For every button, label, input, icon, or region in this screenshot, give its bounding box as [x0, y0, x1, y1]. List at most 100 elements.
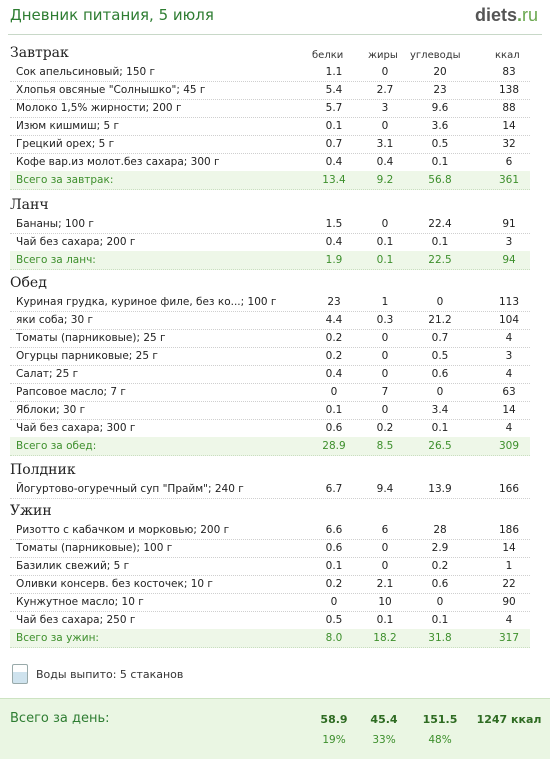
logo-main: diets: [474, 5, 517, 25]
meal-total-label: Всего за обед:: [16, 440, 97, 452]
kcal-value: 104: [498, 314, 520, 326]
meal-total-row: Всего за обед: 28.9 8.5 26.5 309: [10, 437, 530, 456]
food-name: Томаты (парниковые); 100 г: [16, 542, 173, 554]
fat-value: 0.3: [376, 314, 394, 326]
fat-value: 0.2: [376, 422, 394, 434]
day-pct-fat: 33%: [372, 734, 396, 746]
site-logo[interactable]: diets.ru: [475, 5, 538, 26]
carbs-value: 0.6: [431, 368, 449, 380]
carbs-value: 0.5: [431, 350, 449, 362]
food-row[interactable]: Базилик свежий; 5 г 0.1 0 0.2 1: [10, 557, 530, 576]
column-header-protein: белки: [312, 50, 344, 61]
food-row[interactable]: Салат; 25 г 0.4 0 0.6 4: [10, 365, 530, 384]
fat-value: 0: [381, 350, 389, 362]
food-name: Базилик свежий; 5 г: [16, 560, 130, 572]
protein-value: 0.7: [325, 138, 343, 150]
fat-value: 7: [381, 386, 389, 398]
kcal-value: 32: [502, 138, 516, 150]
fat-value: 0: [381, 66, 389, 78]
protein-value: 23: [327, 296, 341, 308]
carbs-value: 22.5: [428, 254, 452, 266]
food-name: Изюм кишмиш; 5 г: [16, 120, 120, 132]
food-name: Салат; 25 г: [16, 368, 79, 380]
food-name: Йогуртово-огуречный суп "Прайм"; 240 г: [16, 483, 244, 495]
food-row[interactable]: Чай без сахара; 300 г 0.6 0.2 0.1 4: [10, 419, 530, 438]
carbs-value: 0.2: [431, 560, 449, 572]
kcal-value: 90: [502, 596, 516, 608]
day-total-label: Всего за день:: [10, 711, 110, 726]
kcal-value: 6: [505, 156, 513, 168]
food-name: Кунжутное масло; 10 г: [16, 596, 144, 608]
food-row[interactable]: Молоко 1,5% жирности; 200 г 5.7 3 9.6 88: [10, 99, 530, 118]
carbs-value: 0.1: [431, 156, 449, 168]
food-name: Сок апельсиновый; 150 г: [16, 66, 156, 78]
fat-value: 0: [381, 120, 389, 132]
fat-value: 0: [381, 368, 389, 380]
carbs-value: 21.2: [428, 314, 452, 326]
food-row[interactable]: Грецкий орех; 5 г 0.7 3.1 0.5 32: [10, 135, 530, 154]
food-row[interactable]: Оливки консерв. без косточек; 10 г 0.2 2.1…: [10, 575, 530, 594]
food-row[interactable]: Томаты (парниковые); 25 г 0.2 0 0.7 4: [10, 329, 530, 348]
meal-total-label: Всего за завтрак:: [16, 174, 114, 186]
protein-value: 0: [330, 596, 338, 608]
glass-icon: [12, 664, 28, 684]
food-row[interactable]: Чай без сахара; 250 г 0.5 0.1 0.1 4: [10, 611, 530, 630]
fat-value: 18.2: [373, 632, 397, 644]
meal-title: Ланч: [10, 197, 49, 213]
carbs-value: 0: [436, 386, 444, 398]
food-row[interactable]: Сок апельсиновый; 150 г 1.1 0 20 83: [10, 63, 530, 82]
food-row[interactable]: Кофе вар.из молот.без сахара; 300 г 0.4 0.…: [10, 153, 530, 172]
logo-dot: .: [516, 5, 522, 25]
food-name: Бананы; 100 г: [16, 218, 94, 230]
kcal-value: 83: [502, 66, 516, 78]
kcal-value: 166: [498, 483, 520, 495]
carbs-value: 3.4: [431, 404, 449, 416]
protein-value: 8.0: [325, 632, 343, 644]
food-name: Чай без сахара; 200 г: [16, 236, 136, 248]
carbs-value: 9.6: [431, 102, 449, 114]
fat-value: 6: [381, 524, 389, 536]
meal-title: Полдник: [10, 462, 76, 478]
column-header-fat: жиры: [368, 50, 398, 61]
food-row[interactable]: Куриная грудка, куриное филе, без ко...;…: [10, 293, 530, 312]
protein-value: 0.2: [325, 578, 343, 590]
food-row[interactable]: Огурцы парниковые; 25 г 0.2 0 0.5 3: [10, 347, 530, 366]
food-row[interactable]: Бананы; 100 г 1.5 0 22.4 91: [10, 215, 530, 234]
kcal-value: 4: [505, 422, 513, 434]
food-row[interactable]: Чай без сахара; 200 г 0.4 0.1 0.1 3: [10, 233, 530, 252]
protein-value: 4.4: [325, 314, 343, 326]
food-row[interactable]: Томаты (парниковые); 100 г 0.6 0 2.9 14: [10, 539, 530, 558]
carbs-value: 22.4: [428, 218, 452, 230]
meal-title: Завтрак: [10, 45, 69, 61]
carbs-value: 31.8: [428, 632, 452, 644]
fat-value: 2.1: [376, 578, 394, 590]
carbs-value: 26.5: [428, 440, 452, 452]
fat-value: 10: [378, 596, 392, 608]
fat-value: 0.4: [376, 156, 394, 168]
food-row[interactable]: Йогуртово-огуречный суп "Прайм"; 240 г 6.…: [10, 480, 530, 499]
meal-total-row: Всего за ланч: 1.9 0.1 22.5 94: [10, 251, 530, 270]
kcal-value: 1: [505, 560, 513, 572]
carbs-value: 0: [436, 296, 444, 308]
day-pct-carbs: 48%: [428, 734, 452, 746]
food-name: Молоко 1,5% жирности; 200 г: [16, 102, 182, 114]
kcal-value: 186: [498, 524, 520, 536]
carbs-value: 56.8: [428, 174, 452, 186]
protein-value: 6.6: [325, 524, 343, 536]
fat-value: 0: [381, 404, 389, 416]
food-name: Куриная грудка, куриное филе, без ко...;…: [16, 296, 277, 308]
food-row[interactable]: Ризотто с кабачком и морковью; 200 г 6.6 6…: [10, 521, 530, 540]
protein-value: 0.1: [325, 120, 343, 132]
food-row[interactable]: Кунжутное масло; 10 г 0 10 0 90: [10, 593, 530, 612]
meal-total-label: Всего за ланч:: [16, 254, 96, 266]
food-row[interactable]: яки соба; 30 г 4.4 0.3 21.2 104: [10, 311, 530, 330]
carbs-value: 0.5: [431, 138, 449, 150]
food-row[interactable]: Изюм кишмиш; 5 г 0.1 0 3.6 14: [10, 117, 530, 136]
food-name: Кофе вар.из молот.без сахара; 300 г: [16, 156, 220, 168]
fat-value: 0: [381, 542, 389, 554]
protein-value: 0.4: [325, 156, 343, 168]
food-row[interactable]: Хлопья овсяные "Солнышко"; 45 г 5.4 2.7 23 1…: [10, 81, 530, 100]
food-row[interactable]: Яблоки; 30 г 0.1 0 3.4 14: [10, 401, 530, 420]
food-row[interactable]: Рапсовое масло; 7 г 0 7 0 63: [10, 383, 530, 402]
kcal-value: 3: [505, 236, 513, 248]
